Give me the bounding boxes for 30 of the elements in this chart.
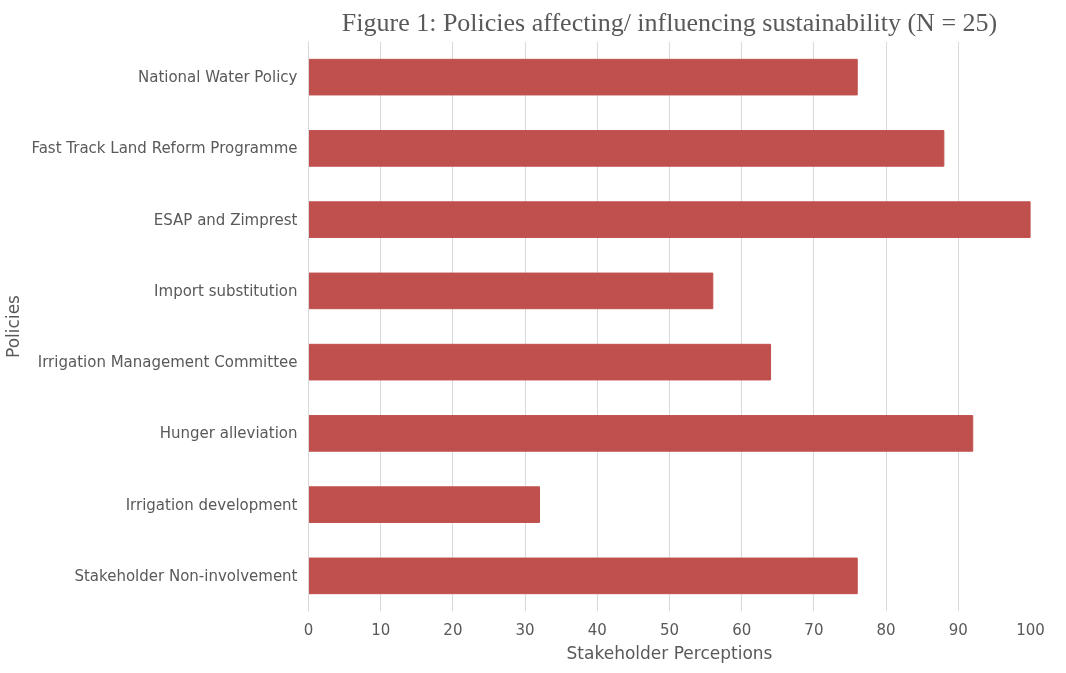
x-tick-label: 100 (1016, 620, 1045, 639)
y-tick-label: Irrigation development (125, 495, 298, 514)
y-tick-label: Fast Track Land Reform Programme (31, 139, 298, 158)
x-tick-label: 40 (587, 620, 607, 639)
x-tick-label: 0 (303, 620, 314, 639)
x-tick-label: 10 (371, 620, 391, 639)
x-tick-label: 60 (732, 620, 752, 639)
bar (308, 272, 714, 310)
y-tick-label: Import substitution (154, 281, 298, 300)
x-tick-label: 70 (804, 620, 824, 639)
y-axis-title: Policies (3, 294, 24, 358)
x-tick-label: 50 (659, 620, 680, 639)
bar (308, 130, 945, 167)
y-tick-label: Stakeholder Non-involvement (74, 566, 298, 585)
chart-title: Figure 1: Policies affecting/ influencing sustainability (N = 25) (341, 7, 998, 37)
x-tick-label: 20 (443, 620, 463, 639)
bar (308, 58, 858, 96)
x-tick-label: 30 (515, 620, 535, 639)
bar (308, 343, 772, 381)
y-tick-label: ESAP and Zimprest (153, 210, 298, 229)
x-tick-label: 90 (948, 620, 968, 639)
bar (308, 201, 1031, 238)
y-tick-label: National Water Policy (137, 68, 298, 87)
y-tick-label: Irrigation Management Committee (37, 353, 298, 372)
y-tick-label: Hunger alleviation (159, 424, 298, 443)
bar (308, 415, 974, 452)
bar (308, 557, 858, 595)
x-tick-label: 80 (876, 620, 896, 639)
x-axis-title: Stakeholder Perceptions (566, 642, 773, 663)
bar (308, 486, 541, 523)
